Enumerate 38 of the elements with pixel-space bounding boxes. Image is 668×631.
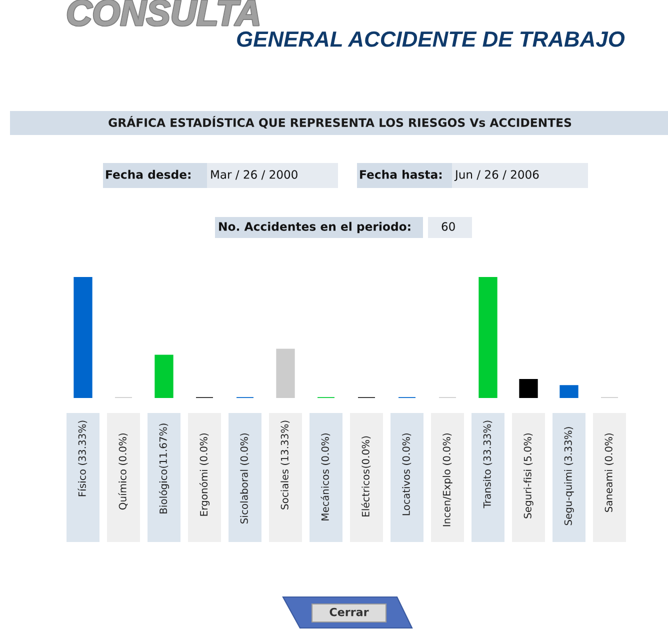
text: No. Accidentes en el periodo:	[219, 222, 410, 234]
x-tick-label: Químico	[118, 470, 128, 510]
text: Mar / 26 / 2000	[211, 170, 298, 180]
data-label: (0.0%)	[200, 433, 209, 465]
x-tick-label: Biológico	[158, 470, 170, 514]
data-label: (11.67%)	[159, 424, 168, 468]
data-label: (33.33%)	[483, 420, 492, 465]
data-label: (3.33%)	[564, 427, 574, 465]
text: Jun / 26 / 2006	[454, 170, 539, 181]
x-tick-label: Locativos	[402, 469, 410, 516]
x-tick-label: Saneami	[604, 470, 612, 512]
x-tick-label: Segu-quimi	[564, 470, 574, 526]
x-tick-label: Transito	[483, 470, 491, 508]
x-tick-label: Seguri-fisi	[524, 470, 534, 518]
x-tick-label: Sicolaboral	[240, 470, 248, 524]
data-label: (0.0%)	[321, 433, 330, 465]
data-label: (33.33%)	[78, 420, 88, 465]
text: Cerrar	[330, 608, 369, 616]
data-label: (0.0%)	[118, 433, 128, 465]
data-label: (0.0%)	[240, 433, 250, 465]
text: GENERAL ACCIDENTE DE TRABAJO	[237, 31, 625, 47]
data-label: (0.0%)	[402, 433, 412, 465]
data-label: (0.0%)	[362, 436, 371, 468]
x-tick-label: Eléctricos	[361, 469, 370, 516]
x-tick-label: Mecánicos	[320, 469, 329, 520]
x-tick-label: Físico	[78, 470, 86, 496]
data-label: (0.0%)	[442, 433, 452, 465]
text: 60	[442, 222, 455, 231]
x-tick-label: Incen/Explo	[442, 470, 452, 526]
text: CONSULTA	[68, 0, 259, 26]
x-tick-label: Ergonómi	[199, 470, 210, 516]
data-label: (5.0%)	[524, 433, 533, 465]
data-label: (0.0%)	[604, 433, 614, 465]
x-tick-label: Sociales	[280, 469, 288, 510]
data-label: (13.33%)	[280, 420, 290, 465]
chart-title: GRÁFICA ESTADÍSTICA QUE REPRESENTA LOS RIESGOS Vs ACCIDENTES	[108, 116, 572, 129]
text: Fecha hasta:	[360, 170, 442, 179]
text: Fecha desde:	[106, 170, 190, 179]
